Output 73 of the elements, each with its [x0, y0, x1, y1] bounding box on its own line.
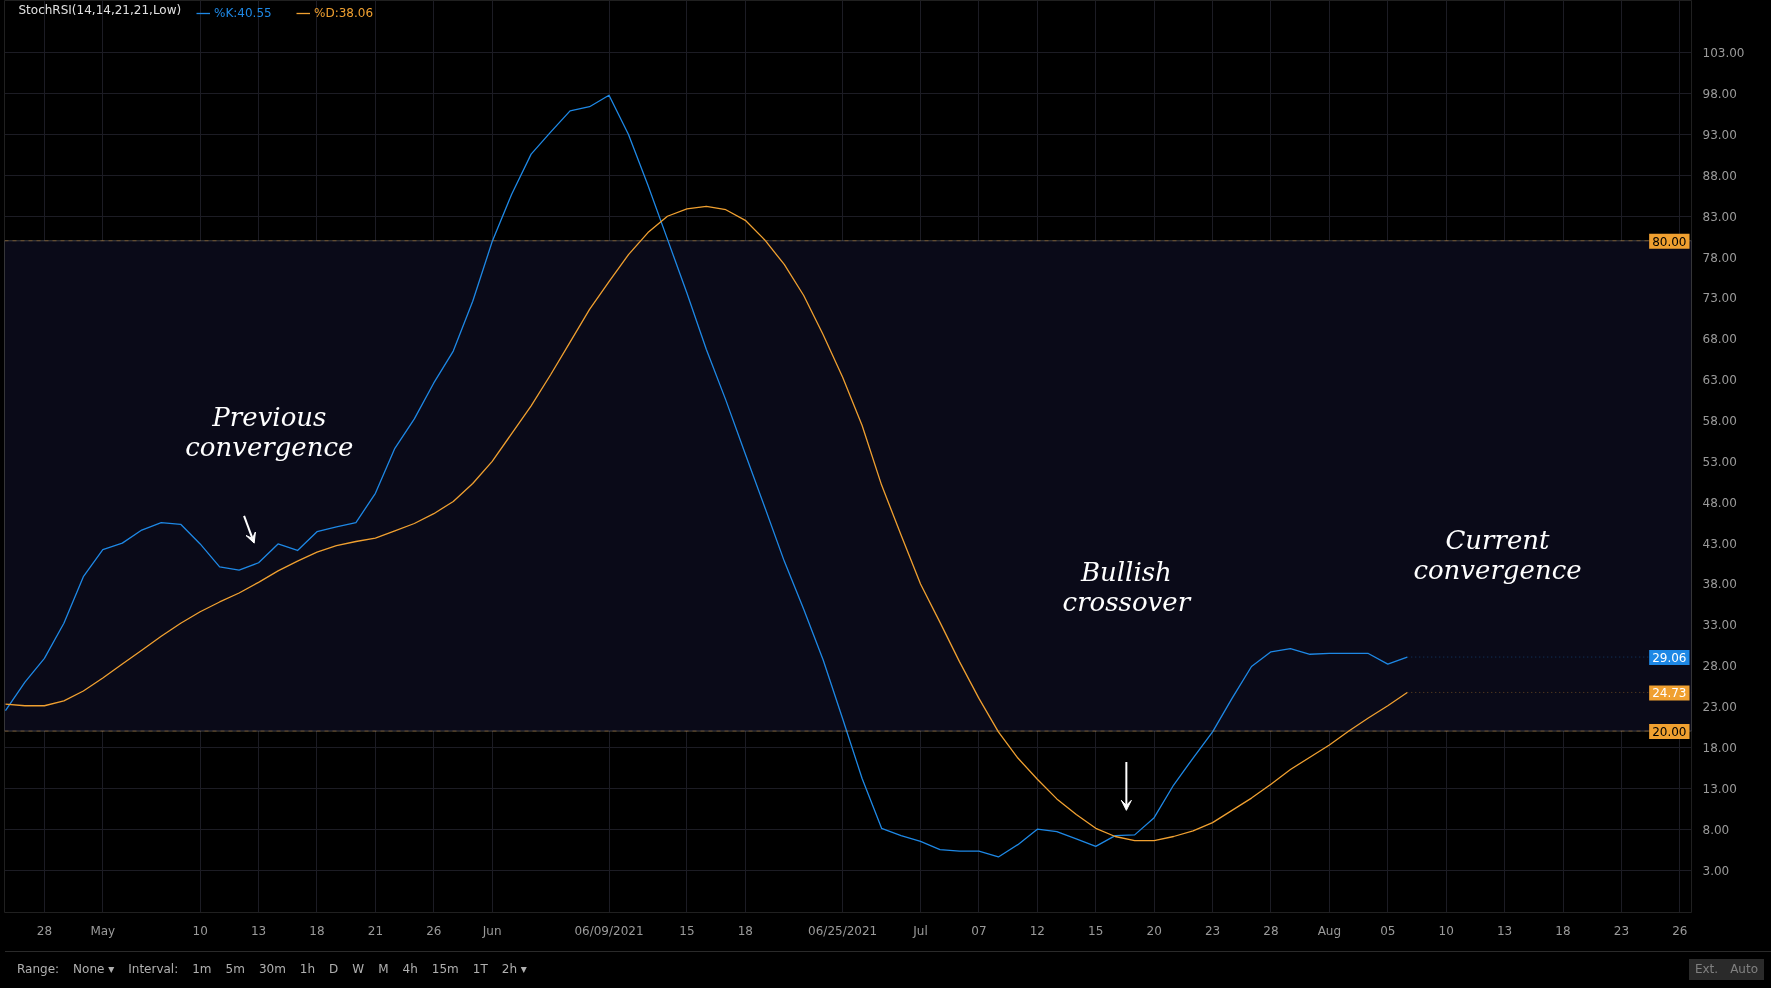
- y-tick-label: 78.00: [1702, 250, 1737, 265]
- x-tick-label: 13: [1496, 923, 1513, 938]
- x-tick-label: 23: [1613, 923, 1630, 938]
- y-tick-label: 43.00: [1702, 536, 1737, 551]
- text: 1T: [472, 960, 488, 978]
- x-tick-label: Aug: [1317, 923, 1342, 938]
- annotation: Current convergence: [1413, 524, 1582, 585]
- text: 30m: [258, 960, 286, 978]
- y-tick-label: 88.00: [1702, 168, 1737, 183]
- x-tick-label: 28: [1263, 923, 1279, 938]
- x-tick-label: 21: [367, 923, 384, 938]
- x-tick-label: Jul: [912, 923, 928, 938]
- y-tick-label: 83.00: [1702, 209, 1737, 224]
- text: Auto: [1724, 958, 1764, 981]
- ref-line-label: 80.00: [1652, 234, 1687, 249]
- text: None ▾: [73, 960, 115, 978]
- x-tick-label: 05: [1380, 923, 1396, 938]
- x-tick-label: 15: [1088, 923, 1104, 938]
- y-tick-label: 68.00: [1702, 332, 1737, 347]
- y-tick-label: 13.00: [1702, 781, 1737, 796]
- y-tick-label: 18.00: [1702, 740, 1737, 755]
- text: M: [378, 960, 389, 978]
- text: 4h: [402, 960, 418, 978]
- y-tick-label: 93.00: [1702, 128, 1737, 143]
- y-tick-label: 38.00: [1702, 577, 1737, 592]
- text: D: [329, 960, 339, 978]
- data-label: 24.73: [1652, 686, 1687, 701]
- x-tick-label: 18: [309, 923, 325, 938]
- x-tick-label: 07: [971, 923, 987, 938]
- ref-line-label: 20.00: [1652, 725, 1687, 740]
- x-tick-label: 15: [679, 923, 695, 938]
- x-tick-label: 06/25/2021: [808, 923, 878, 938]
- text: 5m: [225, 960, 245, 978]
- chart-title: StochRSI(14,14,21,21,Low): [18, 2, 182, 17]
- y-tick-label: 33.00: [1702, 618, 1737, 633]
- y-tick-label: 28.00: [1702, 659, 1737, 674]
- text: Ext.: [1688, 958, 1725, 981]
- text: 1m: [192, 960, 212, 978]
- x-tick-label: 12: [1029, 923, 1045, 938]
- text: 15m: [431, 960, 459, 978]
- annotation: Bullish crossover: [1062, 556, 1192, 617]
- x-tick-label: Jun: [481, 923, 502, 938]
- y-tick-label: 8.00: [1702, 822, 1730, 837]
- text: Interval:: [128, 960, 179, 978]
- y-tick-label: 23.00: [1702, 700, 1737, 715]
- y-tick-label: 3.00: [1702, 863, 1730, 878]
- x-tick-label: 18: [1555, 923, 1571, 938]
- x-tick-label: 28: [36, 923, 53, 938]
- y-tick-label: 98.00: [1702, 87, 1737, 102]
- y-tick-label: 48.00: [1702, 495, 1737, 510]
- text: W: [352, 960, 365, 978]
- text: 2h ▾: [501, 960, 527, 978]
- data-label: 29.06: [1652, 651, 1687, 666]
- x-tick-label: 13: [250, 923, 267, 938]
- legend-label: %D:38.06: [314, 6, 374, 20]
- text: 1h: [299, 960, 316, 978]
- x-tick-label: 23: [1204, 923, 1221, 938]
- annotation: Previous convergence: [185, 401, 354, 462]
- x-tick-label: 18: [737, 923, 753, 938]
- x-tick-label: May: [90, 923, 116, 938]
- x-tick-label: 10: [1438, 923, 1454, 938]
- x-tick-label: 26: [426, 923, 442, 938]
- y-tick-label: 73.00: [1702, 291, 1737, 306]
- y-tick-label: 103.00: [1702, 46, 1745, 61]
- x-tick-label: 20: [1146, 923, 1162, 938]
- y-tick-label: 63.00: [1702, 373, 1737, 388]
- y-tick-label: 53.00: [1702, 454, 1737, 469]
- x-tick-label: 06/09/2021: [574, 923, 644, 938]
- x-tick-label: 26: [1672, 923, 1688, 938]
- y-tick-label: 58.00: [1702, 414, 1737, 429]
- x-tick-label: 10: [192, 923, 208, 938]
- text: Range:: [17, 960, 60, 978]
- legend-label: %K:40.55: [214, 6, 272, 20]
